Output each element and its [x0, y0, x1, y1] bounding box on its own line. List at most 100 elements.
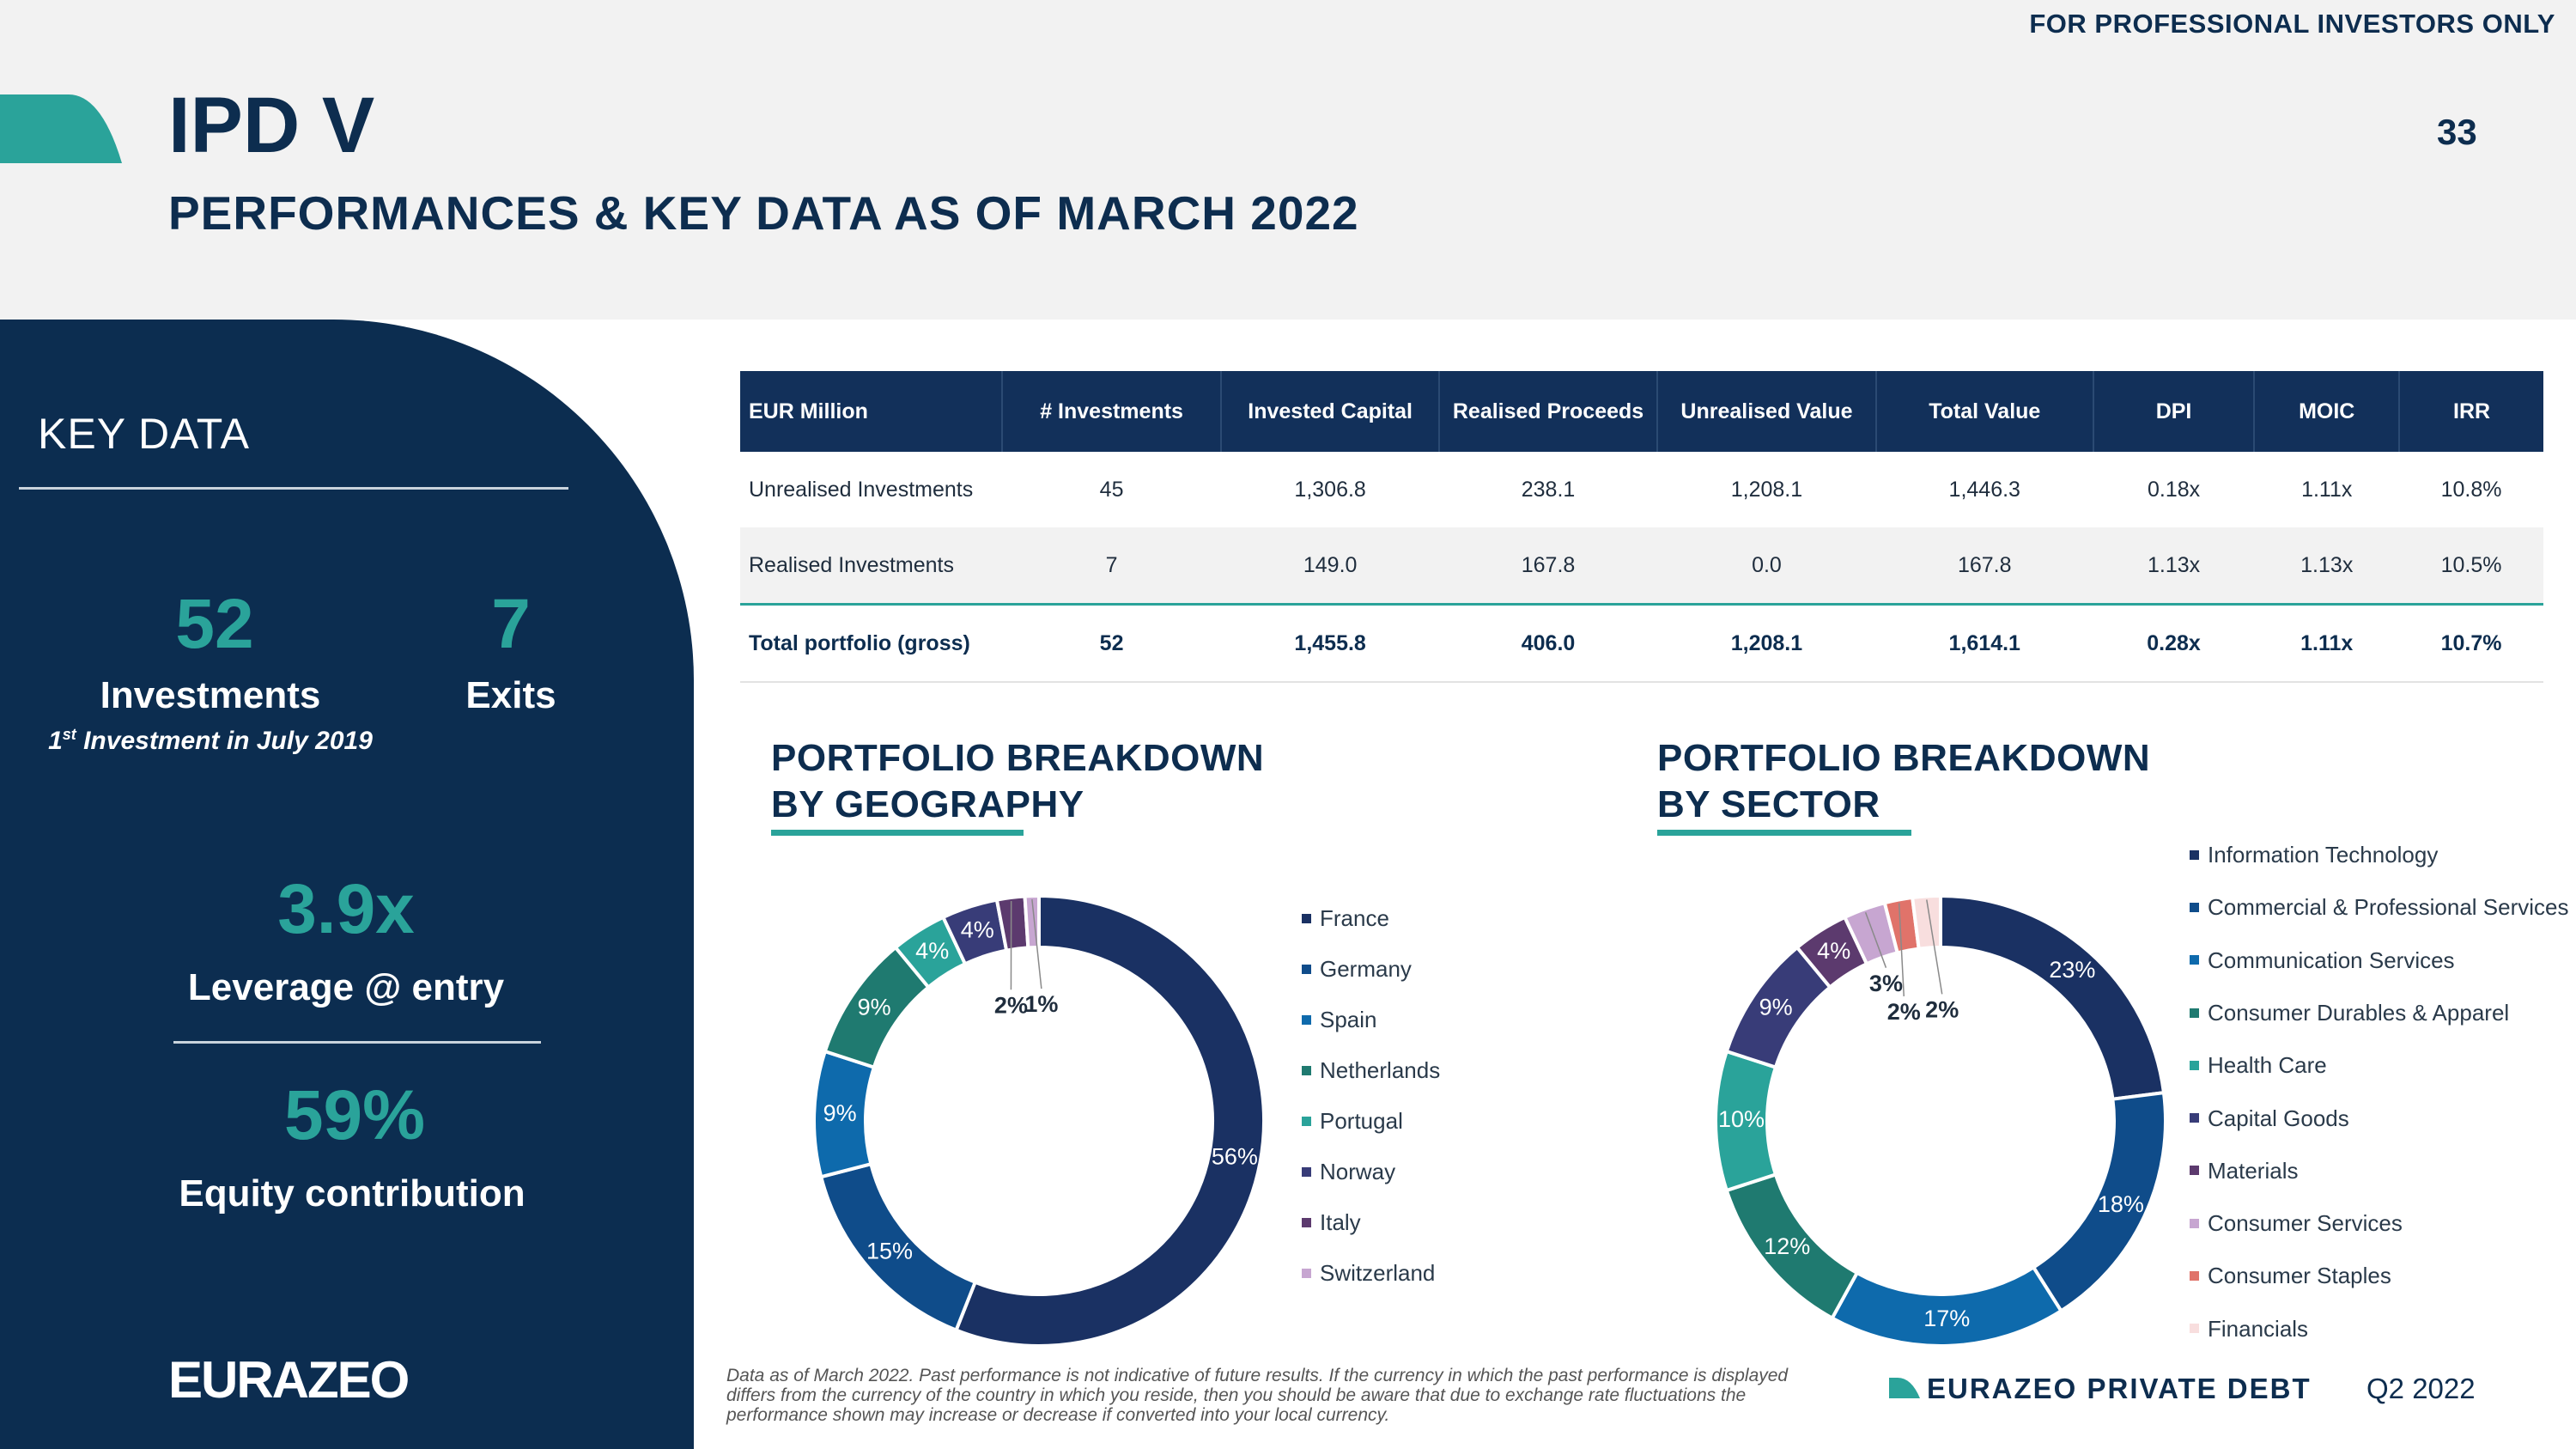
data-label: 4%	[915, 938, 949, 964]
legend-label: Information Technology	[2208, 842, 2439, 868]
table-cell: 52	[1001, 603, 1222, 683]
table-cell: 167.8	[1438, 527, 1658, 605]
legend-swatch	[2190, 902, 2199, 912]
table-cell: 0.28x	[2093, 603, 2255, 683]
slice-information-technology	[1939, 893, 2166, 1101]
table-row: Unrealised Investments 45 1,306.8 238.1 …	[740, 452, 2543, 527]
col-header: Unrealised Value	[1657, 371, 1877, 452]
leverage-value: 3.9x	[277, 870, 415, 948]
legend-swatch	[2190, 955, 2199, 965]
legend-label: Spain	[1320, 1007, 1377, 1032]
legend-item: Spain	[1302, 1007, 1377, 1033]
data-label: 2%	[994, 992, 1028, 1018]
legend-label: Netherlands	[1320, 1057, 1441, 1083]
legend-swatch	[2190, 1324, 2199, 1334]
first-investment-note: 1st Investment in July 2019	[48, 726, 373, 755]
table-cell: 0.18x	[2147, 477, 2201, 502]
legend-swatch	[1302, 913, 1311, 923]
legend-item: Norway	[1302, 1159, 1395, 1185]
performance-table: EUR Million # Investments Invested Capit…	[740, 371, 2543, 683]
col-header: IRR	[2399, 371, 2543, 452]
investments-label: Investments	[100, 674, 321, 716]
sector-donut-chart: 23% 18% 17% 12% 10% 9% 4% 3% 2% 2%	[1714, 893, 2167, 1348]
table-cell: Unrealised Investments	[749, 477, 974, 502]
table-cell: 238.1	[1521, 477, 1576, 502]
leverage-label: Leverage @ entry	[187, 966, 505, 1008]
slice-france	[953, 893, 1266, 1348]
table-cell: 10.7%	[2399, 603, 2543, 683]
legend-item: Consumer Staples	[2190, 1263, 2391, 1289]
exits-count: 7	[491, 585, 531, 663]
leverage-divider	[173, 1041, 541, 1044]
legend-item: Germany	[1302, 956, 1412, 983]
data-label: 9%	[823, 1100, 857, 1126]
equity-value: 59%	[283, 1076, 426, 1154]
header-band	[0, 0, 2576, 320]
table-cell: 0.0	[1657, 527, 1876, 605]
legend-swatch	[1302, 1217, 1311, 1227]
legend-swatch	[2190, 849, 2199, 860]
leader-line	[1864, 911, 1887, 968]
table-cell: 1,455.8	[1221, 603, 1439, 683]
legend-swatch	[2190, 1218, 2199, 1228]
data-label: 4%	[961, 916, 994, 942]
table-cell: 167.8	[1875, 527, 2093, 605]
table-cell: 1,208.1	[1730, 477, 1803, 502]
data-label: 4%	[1817, 938, 1850, 964]
table-cell: 1,446.3	[1948, 477, 2020, 502]
legend-item: Health Care	[2190, 1052, 2327, 1079]
data-label: 9%	[858, 995, 891, 1020]
legend-swatch	[1302, 1116, 1311, 1126]
page-number: 33	[2437, 112, 2477, 152]
legend-label: Consumer Staples	[2208, 1263, 2391, 1289]
data-label: 10%	[1718, 1106, 1765, 1132]
legend-swatch	[1302, 1065, 1311, 1075]
quarter-label: Q2 2022	[2366, 1373, 2476, 1404]
legend-item: Capital Goods	[2190, 1105, 2349, 1132]
data-label: 3%	[1869, 971, 1903, 996]
data-label: 12%	[1764, 1233, 1810, 1259]
key-data-title: KEY DATA	[38, 410, 250, 458]
exits-label: Exits	[465, 674, 556, 716]
col-header: # Investments	[1001, 371, 1223, 452]
col-header: Realised Proceeds	[1438, 371, 1659, 452]
data-label: 2%	[1925, 996, 1959, 1022]
brand-name: EURAZEO PRIVATE DEBT	[1927, 1373, 2312, 1404]
legend-item: Consumer Durables & Apparel	[2190, 1000, 2509, 1026]
legend-label: Switzerland	[1320, 1260, 1436, 1286]
legend-item: Italy	[1302, 1209, 1361, 1236]
legend-label: Italy	[1320, 1209, 1361, 1235]
data-label: 2%	[1887, 999, 1921, 1025]
legend-swatch	[1302, 1166, 1311, 1177]
table-cell: 45	[1099, 477, 1124, 502]
legend-item: France	[1302, 905, 1389, 932]
investments-count: 52	[175, 585, 254, 663]
legend-swatch	[1302, 1014, 1311, 1025]
legend-swatch	[2190, 1271, 2199, 1282]
disclaimer-label: FOR PROFESSIONAL INVESTORS ONLY	[2029, 9, 2555, 39]
eurazeo-logo: EURAZEO	[168, 1351, 410, 1409]
data-label: 18%	[2098, 1191, 2144, 1217]
page-title: IPD V	[168, 82, 375, 169]
sector-chart-title: PORTFOLIO BREAKDOWN BY SECTOR	[1657, 737, 2151, 825]
legend-label: Consumer Services	[2208, 1210, 2403, 1237]
legend-swatch	[2190, 1113, 2199, 1123]
col-header: MOIC	[2254, 371, 2401, 452]
page-subtitle: PERFORMANCES & KEY DATA AS OF MARCH 2022	[168, 186, 1359, 240]
brand-icon	[1889, 1378, 1920, 1398]
table-cell: 7	[1001, 527, 1222, 605]
leader-line	[1926, 899, 1943, 995]
data-label: 15%	[866, 1239, 913, 1264]
geography-title-underline	[771, 830, 1024, 836]
legend-swatch	[2190, 1060, 2199, 1070]
legend-item: Netherlands	[1302, 1057, 1440, 1084]
data-label: 23%	[2049, 957, 2095, 983]
legend-swatch	[1302, 1268, 1311, 1278]
legend-label: Financials	[2208, 1315, 2309, 1342]
table-header-row: EUR Million # Investments Invested Capit…	[740, 371, 2543, 452]
legend-label: Commercial & Professional Services	[2208, 894, 2569, 921]
geography-chart-title: PORTFOLIO BREAKDOWN BY GEOGRAPHY	[771, 737, 1265, 825]
leader-line	[1031, 899, 1042, 989]
legend-swatch	[2190, 1008, 2199, 1018]
table-cell: 149.0	[1221, 527, 1439, 605]
